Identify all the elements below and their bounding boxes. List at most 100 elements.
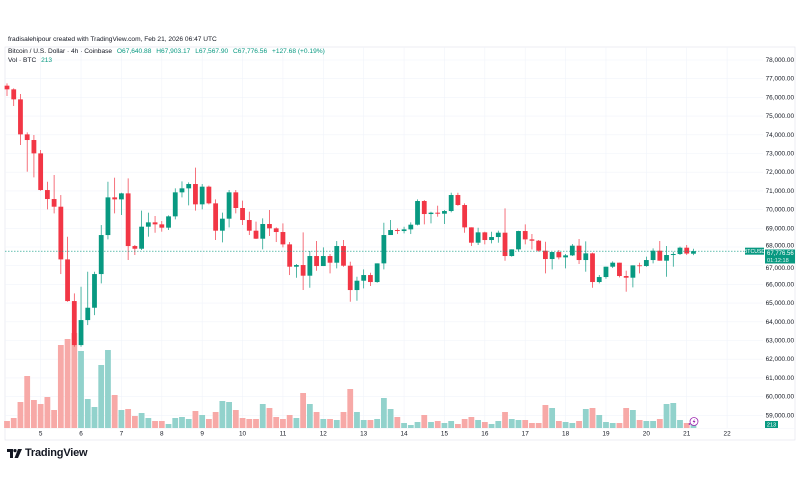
- price-tick-label: 77,000.00: [766, 76, 795, 83]
- candle-body: [401, 229, 407, 232]
- candle-body: [489, 237, 494, 241]
- date-tick-label: 21: [683, 431, 691, 438]
- volume-bar: [78, 351, 84, 428]
- candle: [549, 252, 555, 270]
- candle-body: [105, 197, 111, 236]
- candle-body: [590, 253, 595, 283]
- candle-body: [24, 134, 30, 141]
- volume-bar: [84, 399, 91, 428]
- candle-body: [442, 211, 447, 214]
- candle: [132, 245, 138, 256]
- bar-countdown: 01:12:18: [767, 258, 789, 264]
- candle: [98, 225, 104, 284]
- volume-bar: [367, 420, 374, 428]
- candle: [145, 212, 151, 237]
- candle: [394, 228, 400, 235]
- candle: [253, 221, 259, 240]
- candle-body: [516, 231, 521, 250]
- volume-bar: [306, 404, 313, 428]
- legend-ohlc[interactable]: Bitcoin / U.S. Dollar · 4h · Coinbase O6…: [8, 48, 328, 55]
- candle: [623, 270, 629, 292]
- candle: [166, 215, 171, 231]
- candle: [112, 177, 118, 214]
- candle: [421, 200, 427, 225]
- price-axis[interactable]: 78,000.00 77,000.00 76,000.00 75,000.00 74,0…: [766, 57, 795, 419]
- price-tick-label: 68,000.00: [766, 243, 795, 250]
- candle: [401, 226, 407, 234]
- candle: [11, 88, 17, 107]
- volume-bar: [394, 417, 401, 428]
- candle: [287, 242, 293, 276]
- candle: [193, 167, 198, 211]
- candle: [38, 150, 44, 191]
- date-tick-label: 14: [401, 431, 409, 438]
- candle: [556, 250, 562, 260]
- ohlc-high: H67,903.17: [156, 48, 191, 55]
- volume-bar: [313, 412, 320, 428]
- volume-bar: [172, 418, 179, 428]
- candle: [226, 190, 232, 228]
- candle-body: [186, 184, 192, 189]
- candle: [179, 181, 185, 198]
- tradingview-logo-icon: [7, 448, 22, 458]
- volume-bar: [475, 420, 481, 428]
- candle-body: [556, 252, 562, 258]
- candle: [172, 188, 178, 220]
- volume-bar: [57, 345, 64, 428]
- attribution-text: fradisalehipour created with TradingView…: [8, 36, 217, 43]
- tradingview-logo[interactable]: TradingView: [7, 447, 88, 459]
- candle-body: [78, 320, 84, 346]
- date-tick-label: 8: [160, 431, 164, 438]
- price-tag: BTCUSD 67,776.56 01:12:18: [744, 247, 795, 264]
- candle-body: [51, 199, 57, 207]
- volume-bar: [354, 412, 360, 428]
- candle: [219, 212, 225, 243]
- volume-bar: [663, 404, 670, 428]
- legend-volume[interactable]: Vol · BTC 213: [8, 57, 55, 64]
- volume-bar: [232, 410, 239, 428]
- ohlc-close: C67,776.56: [233, 48, 268, 55]
- volume-bar: [603, 422, 609, 428]
- price-tick-label: 73,000.00: [766, 151, 795, 158]
- candle: [92, 271, 97, 316]
- alert-bolt-icon[interactable]: [688, 417, 699, 426]
- candle: [643, 256, 649, 267]
- ohlc-open: O67,640.88: [116, 48, 152, 55]
- candle-body: [226, 192, 232, 219]
- candle: [206, 185, 212, 205]
- candle: [199, 184, 205, 210]
- volume-bar: [535, 423, 542, 428]
- volume-bar: [333, 420, 340, 428]
- candle: [583, 241, 589, 272]
- volume-bar: [10, 418, 17, 428]
- candle: [590, 252, 595, 288]
- candle-body: [448, 195, 454, 212]
- candle: [267, 210, 272, 237]
- candle: [388, 220, 394, 236]
- candle-body: [159, 224, 165, 228]
- candle-body: [152, 222, 158, 225]
- time-axis[interactable]: 5 6 7 8 9 10 11 12 13 14 15 16 17 18 19 20 21 22: [5, 428, 795, 438]
- candle: [664, 246, 669, 277]
- candle-body: [415, 201, 420, 225]
- candle: [495, 230, 501, 243]
- candle-body: [509, 249, 515, 257]
- volume-bar: [407, 425, 414, 428]
- volume-bar: [118, 410, 125, 428]
- symbol-description[interactable]: Bitcoin / U.S. Dollar · 4h · Coinbase: [8, 48, 113, 55]
- date-tick-label: 10: [239, 431, 247, 438]
- candle: [152, 216, 158, 233]
- volume-bar: [212, 412, 219, 428]
- candle: [334, 241, 340, 269]
- volume-bar: [71, 333, 78, 428]
- date-tick-label: 20: [643, 431, 651, 438]
- candle-body: [334, 246, 340, 263]
- candle: [576, 239, 582, 265]
- candle-body: [596, 277, 602, 283]
- volume-bar: [609, 423, 616, 428]
- volume-bar: [273, 417, 280, 428]
- candle: [246, 211, 252, 236]
- volume-bar: [17, 402, 24, 428]
- volume-bar: [455, 424, 461, 428]
